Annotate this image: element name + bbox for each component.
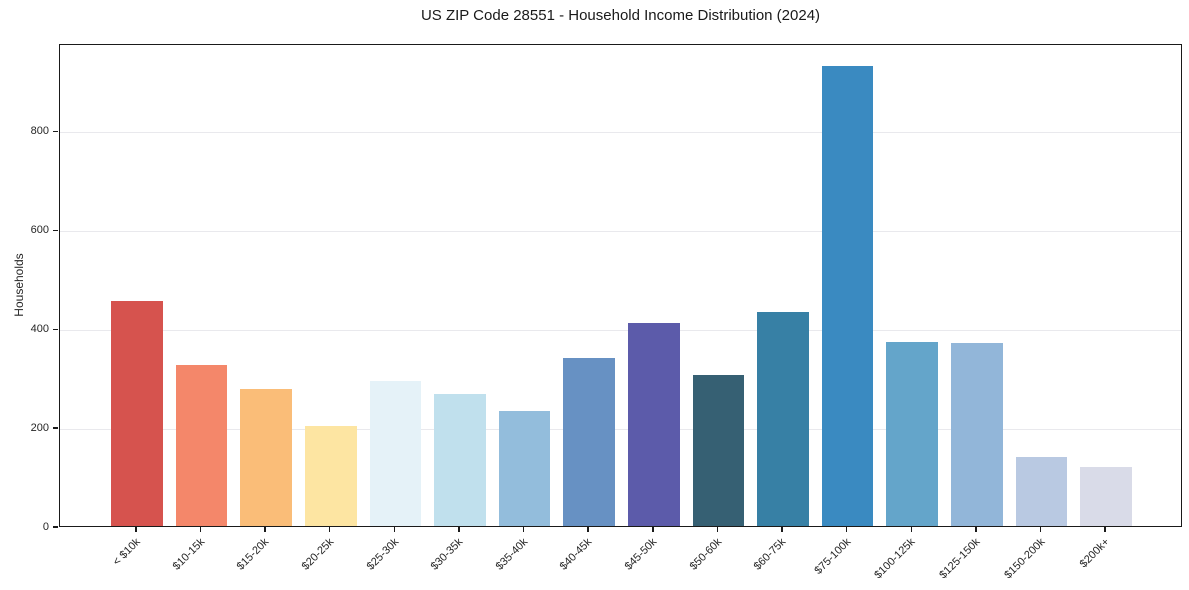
x-tick-mark bbox=[135, 527, 137, 532]
x-tick-mark bbox=[458, 527, 460, 532]
x-tick-label: < $10k bbox=[110, 536, 143, 569]
bar-$50-60k bbox=[692, 375, 745, 526]
plot-area bbox=[59, 44, 1182, 527]
bar-$40-45k bbox=[563, 357, 616, 526]
x-tick-mark bbox=[393, 527, 396, 532]
x-tick-label: $200k+ bbox=[1077, 536, 1112, 571]
x-tick-mark bbox=[264, 527, 266, 532]
y-axis-label: Households bbox=[12, 253, 26, 317]
bar-< $10k bbox=[111, 301, 163, 526]
bar-$15-20k bbox=[240, 388, 292, 526]
bar-$20-25k bbox=[304, 425, 357, 526]
bar-$125-150k bbox=[951, 343, 1003, 526]
x-tick-mark bbox=[716, 527, 719, 532]
y-tick-mark bbox=[53, 229, 58, 232]
bar-$150-200k bbox=[1015, 456, 1068, 526]
x-tick-mark bbox=[199, 527, 202, 532]
x-tick-mark bbox=[781, 527, 783, 532]
bar-$100-125k bbox=[886, 342, 939, 526]
gridline bbox=[60, 428, 1181, 430]
bar-$10-15k bbox=[175, 365, 228, 526]
y-tick-mark bbox=[53, 427, 58, 429]
y-tick-mark bbox=[53, 130, 58, 133]
x-tick-label: $25-30k bbox=[364, 536, 401, 573]
x-tick-mark bbox=[1039, 527, 1042, 532]
y-tick-label: 600 bbox=[30, 223, 49, 236]
x-tick-mark bbox=[652, 527, 654, 532]
x-tick-label: $125-150k bbox=[937, 536, 983, 582]
gridline bbox=[60, 230, 1181, 232]
x-tick-mark bbox=[910, 527, 912, 532]
x-tick-mark bbox=[522, 527, 525, 532]
x-tick-label: $30-35k bbox=[428, 536, 466, 573]
x-tick-label: $15-20k bbox=[235, 536, 272, 573]
x-tick-label: $100-125k bbox=[872, 536, 918, 582]
x-tick-label: $20-25k bbox=[299, 536, 337, 573]
bar-$35-40k bbox=[498, 411, 551, 526]
gridline bbox=[60, 329, 1181, 331]
y-tick-mark bbox=[53, 328, 58, 330]
x-tick-label: $45-50k bbox=[622, 536, 660, 573]
y-tick-label: 800 bbox=[30, 125, 49, 137]
x-tick-mark bbox=[328, 527, 331, 532]
y-tick-label: 0 bbox=[42, 520, 49, 533]
x-tick-label: $10-15k bbox=[170, 536, 208, 573]
bar-$25-30k bbox=[369, 381, 422, 526]
x-tick-label: $60-75k bbox=[751, 536, 789, 573]
x-tick-mark bbox=[845, 527, 848, 532]
bar-$30-35k bbox=[434, 393, 486, 526]
bar-$75-100k bbox=[821, 66, 874, 526]
x-tick-label: $50-60k bbox=[687, 536, 724, 573]
y-tick-mark bbox=[53, 526, 58, 528]
x-tick-label: $40-45k bbox=[558, 536, 595, 573]
chart-title: US ZIP Code 28551 - Household Income Dis… bbox=[420, 7, 821, 24]
bar-$200k+ bbox=[1080, 466, 1132, 526]
x-tick-label: $75-100k bbox=[812, 536, 854, 577]
x-tick-label: $150-200k bbox=[1001, 536, 1047, 582]
bar-$60-75k bbox=[757, 312, 809, 526]
y-tick-label: 200 bbox=[30, 421, 49, 434]
x-tick-mark bbox=[1104, 527, 1106, 532]
x-tick-mark bbox=[587, 527, 589, 532]
x-tick-mark bbox=[975, 527, 977, 532]
x-tick-label: $35-40k bbox=[493, 536, 531, 573]
gridline bbox=[60, 132, 1181, 133]
y-tick-label: 400 bbox=[30, 322, 49, 335]
bar-$45-50k bbox=[627, 323, 680, 526]
